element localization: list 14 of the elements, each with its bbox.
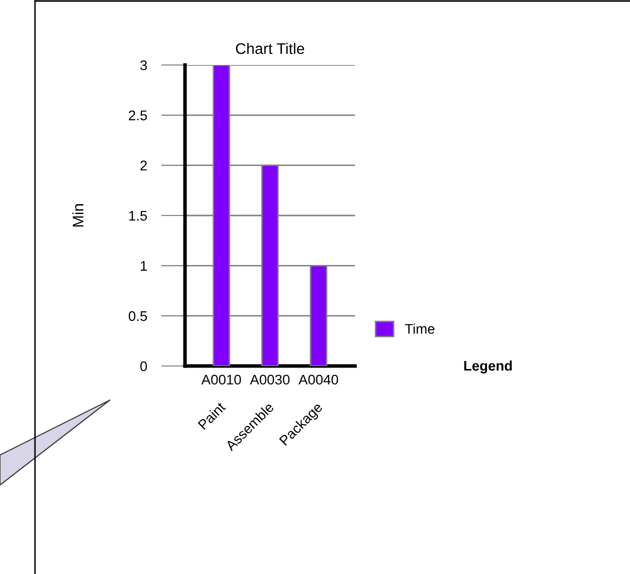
x-tick-label: A0040	[298, 374, 338, 385]
chart-title: Chart Title	[236, 42, 304, 54]
y-tick-label: 2.5	[128, 110, 147, 120]
y-tick-label: 2	[140, 160, 147, 170]
x-tick-label: A0010	[201, 374, 241, 385]
legend-label: Time	[405, 324, 434, 334]
y-tick-label: 3	[140, 60, 147, 70]
legend-title: Legend	[464, 360, 512, 374]
y-tick-label: 0.5	[128, 311, 147, 322]
y-tick-label: 1.5	[129, 210, 147, 221]
x-tick-label: A0030	[250, 374, 290, 385]
y-tick-label: 1	[140, 261, 147, 271]
y-axis-title: Min	[72, 204, 84, 227]
y-tick-label: 0	[140, 361, 147, 372]
